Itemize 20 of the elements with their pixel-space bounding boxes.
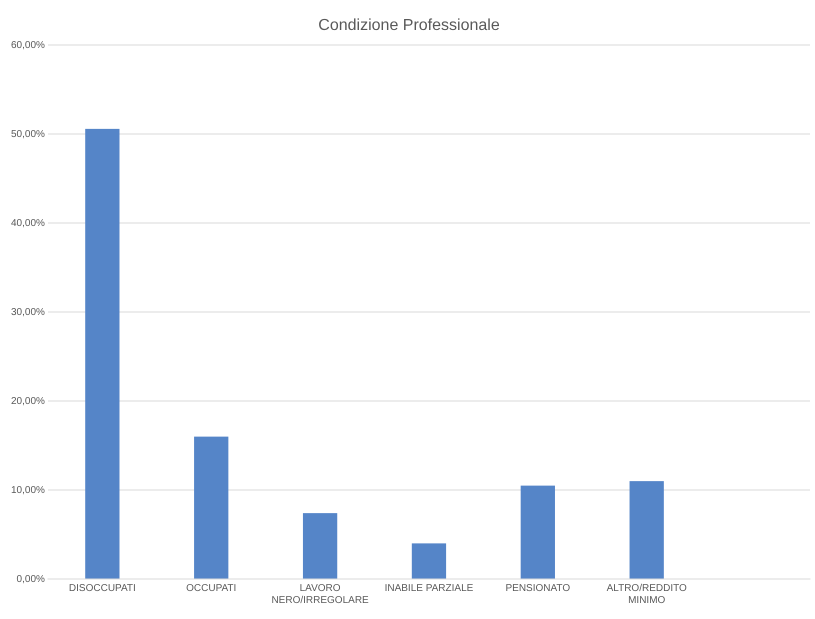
x-tick-label: DISOCCUPATI [68, 582, 136, 594]
y-tick-label: 40,00% [10, 218, 46, 229]
y-tick-label: 10,00% [10, 484, 46, 496]
bar [412, 543, 446, 578]
x-tick-label: PENSIONATO [506, 582, 570, 594]
x-tick-label: OCCUPATI [186, 582, 236, 594]
bar [194, 436, 228, 578]
chart-title: Condizione Professionale [318, 17, 500, 34]
x-tick-label: LAVORO NERO/IRREGOLARE [271, 582, 370, 606]
x-tick-label: ALTRO/REDDITO MINIMO [606, 582, 688, 606]
x-tick-label: INABILE PARZIALE [384, 582, 474, 594]
y-tick-label: 30,00% [10, 306, 46, 318]
y-tick-label: 20,00% [10, 396, 46, 407]
y-tick-label: 50,00% [10, 128, 46, 140]
bar [302, 513, 338, 578]
bar [630, 481, 664, 578]
bar [520, 486, 555, 578]
bar [85, 128, 120, 578]
y-tick-label: 0,00% [16, 574, 46, 585]
y-tick-label: 60,00% [10, 40, 46, 51]
